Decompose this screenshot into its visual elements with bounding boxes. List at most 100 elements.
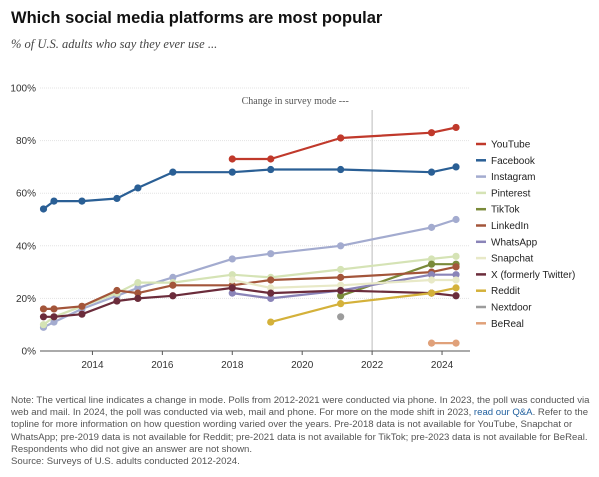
- x-tick-label: 2018: [221, 360, 244, 371]
- source-text: Source: Surveys of U.S. adults conducted…: [11, 456, 240, 468]
- series-line: [42, 165, 457, 210]
- legend-item: BeReal: [476, 319, 524, 330]
- data-point: [452, 284, 460, 292]
- x-tick-label: 2016: [151, 360, 174, 371]
- series-linkedin: [39, 263, 460, 313]
- data-point: [427, 271, 436, 279]
- mode-change-label: Change in survey mode ---: [242, 96, 349, 107]
- chart-subtitle: % of U.S. adults who say they ever use .…: [11, 37, 218, 51]
- legend-item: Facebook: [476, 156, 536, 167]
- x-tick-label: 2020: [291, 360, 314, 371]
- note-part-1: Note: The vertical line indicates a chan…: [11, 395, 590, 419]
- legend-item: X (formerly Twitter): [476, 270, 575, 281]
- legend: YouTube Facebook Instagram Pinterest TikTok L…: [476, 140, 575, 330]
- data-point: [134, 284, 142, 292]
- data-point: [427, 129, 436, 137]
- data-point: [337, 300, 345, 308]
- data-point: [228, 255, 236, 263]
- data-point: [78, 302, 86, 310]
- legend-item: Snapchat: [476, 254, 533, 265]
- data-point: [113, 194, 121, 203]
- data-point: [267, 289, 275, 297]
- legend-label: WhatsApp: [491, 237, 538, 248]
- qa-link[interactable]: read our Q&A: [473, 407, 533, 419]
- data-point: [228, 168, 236, 176]
- axes: 0% 20% 40% 60% 80% 100% 2014 2016 2018 2020 2022 20…: [10, 84, 470, 371]
- data-point: [267, 155, 275, 163]
- data-point: [134, 294, 142, 302]
- legend-item: Instagram: [476, 172, 535, 183]
- data-point: [337, 292, 345, 300]
- data-point: [78, 197, 86, 205]
- data-point: [427, 260, 436, 268]
- data-point: [337, 286, 345, 295]
- data-point: [134, 184, 142, 192]
- x-tick-label: 2014: [81, 360, 104, 371]
- series-youtube: [228, 123, 460, 163]
- legend-item: Reddit: [476, 286, 520, 297]
- data-point: [169, 281, 177, 289]
- series-line: [43, 286, 457, 318]
- legend-label: LinkedIn: [491, 221, 529, 232]
- data-point: [113, 286, 121, 295]
- data-point: [337, 265, 345, 274]
- data-point: [169, 292, 177, 300]
- legend-label: TikTok: [491, 205, 521, 216]
- series-bereal: [427, 339, 460, 347]
- gridlines: [40, 87, 470, 299]
- data-point: [228, 271, 236, 279]
- data-point: [169, 168, 177, 176]
- note-text: Note: The vertical line indicates a chan…: [11, 395, 591, 456]
- y-tick-label: 100%: [10, 84, 36, 95]
- x-tick-label: 2022: [361, 360, 384, 371]
- mode-change-marker: Change in survey mode ---: [242, 96, 373, 351]
- data-point: [452, 252, 460, 260]
- series: [39, 123, 460, 347]
- x-tick-label: 2024: [431, 360, 454, 371]
- legend-label: Reddit: [491, 286, 520, 297]
- data-point: [78, 310, 86, 318]
- data-point: [267, 294, 275, 302]
- data-point: [267, 318, 275, 326]
- legend-item: WhatsApp: [476, 237, 538, 248]
- series-line: [232, 126, 457, 161]
- data-point: [267, 284, 275, 292]
- y-tick-label: 60%: [16, 189, 36, 200]
- legend-label: X (formerly Twitter): [491, 270, 575, 281]
- data-point: [113, 297, 121, 305]
- legend-label: Instagram: [491, 172, 535, 183]
- y-tick-label: 0%: [22, 347, 37, 358]
- data-point: [452, 263, 460, 271]
- data-point: [427, 289, 436, 297]
- data-point: [427, 223, 436, 231]
- legend-label: Facebook: [491, 156, 536, 167]
- line-chart: Change in survey mode --- 0% 20% 40% 60% 80%…: [10, 84, 575, 372]
- data-point: [267, 250, 275, 258]
- data-point: [50, 313, 58, 321]
- data-point: [427, 168, 436, 176]
- data-point: [169, 273, 177, 281]
- data-point: [50, 305, 58, 313]
- legend-item: TikTok: [476, 205, 521, 216]
- note-part-2: . Refer to the topline for more informat…: [11, 407, 589, 455]
- y-tick-label: 40%: [16, 241, 36, 252]
- data-point: [452, 292, 460, 300]
- data-point: [427, 276, 436, 284]
- data-point: [50, 197, 58, 205]
- data-point: [134, 279, 142, 287]
- legend-label: Nextdoor: [491, 303, 532, 314]
- data-point: [337, 242, 345, 250]
- y-tick-label: 80%: [16, 136, 36, 147]
- data-point: [337, 273, 345, 281]
- series-facebook: [39, 163, 460, 213]
- data-point: [228, 289, 236, 297]
- data-point: [39, 313, 48, 321]
- series-x-formerly-twitter: [39, 284, 460, 321]
- chart-title: Which social media platforms are most po…: [11, 9, 383, 27]
- data-point: [228, 284, 236, 292]
- data-point: [452, 271, 460, 279]
- series-line: [270, 286, 457, 324]
- legend-item: Nextdoor: [476, 303, 532, 314]
- data-point: [267, 165, 275, 174]
- data-point: [267, 276, 275, 284]
